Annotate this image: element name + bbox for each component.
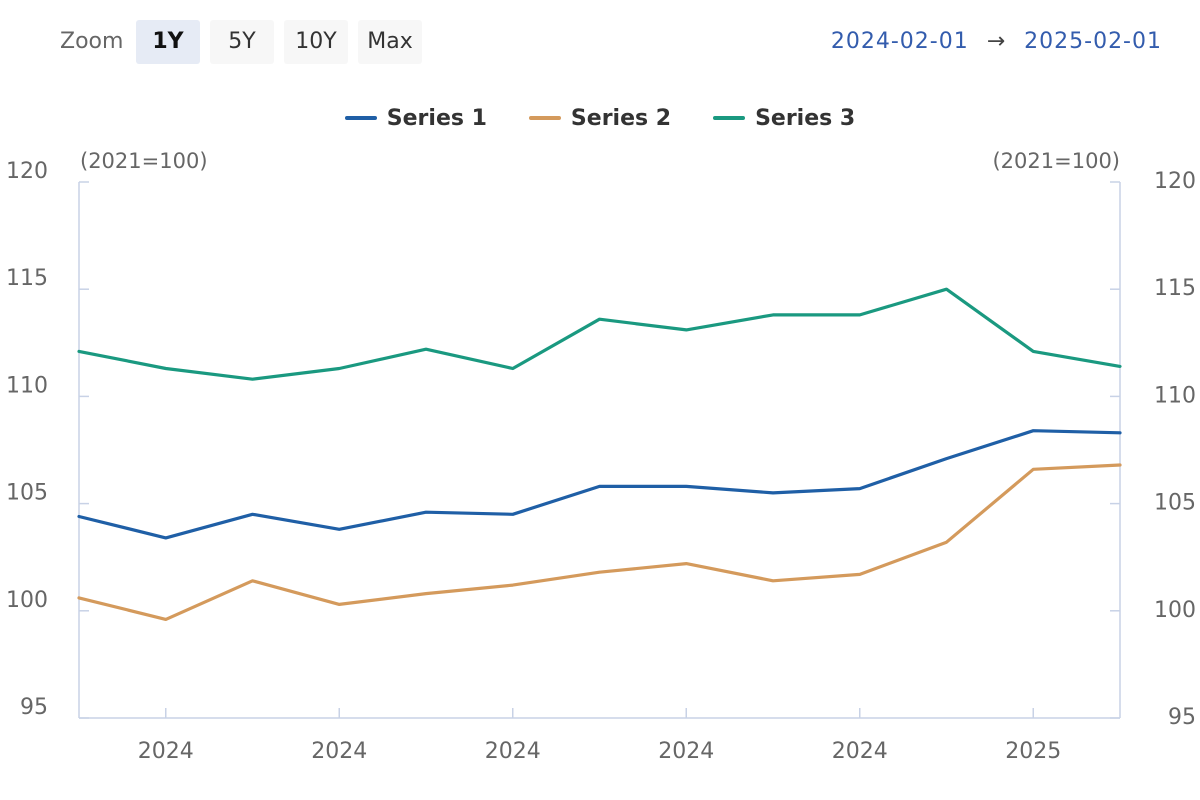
legend-label: Series 2 — [570, 105, 672, 131]
toolbar: Zoom 1Y 5Y 10Y Max 2024-02-01 → 2025-02-01 — [0, 20, 1200, 64]
y-tick-label-right: 100 — [1154, 598, 1196, 623]
y-tick-label-left: 95 — [20, 695, 48, 720]
series-3-line — [77, 287, 1122, 381]
legend-swatch — [528, 116, 561, 120]
zoom-10y-button[interactable]: 10Y — [284, 20, 348, 64]
x-tick-label: 2024 — [658, 739, 714, 764]
legend-item-series-3[interactable]: Series 3 — [713, 100, 855, 136]
y-tick-label-left: 105 — [6, 481, 48, 506]
y-tick-label-right: 95 — [1168, 705, 1196, 730]
y-tick-label-left: 120 — [6, 159, 48, 184]
legend-item-series-2[interactable]: Series 2 — [528, 100, 672, 136]
zoom-5y-button[interactable]: 5Y — [210, 20, 274, 64]
series-2-line — [77, 463, 1122, 622]
x-tick-label: 2024 — [311, 739, 367, 764]
y-unit-label-right: (2021=100) — [992, 149, 1120, 173]
range-arrow-icon: → — [986, 29, 1007, 54]
y-tick-label-right: 110 — [1154, 383, 1196, 408]
series-1-line — [77, 429, 1122, 540]
x-tick-label: 2024 — [485, 739, 541, 764]
y-tick-label-right: 105 — [1154, 491, 1196, 516]
y-tick-label-left: 115 — [6, 266, 48, 291]
x-tick-label: 2024 — [138, 739, 194, 764]
y-tick-label-right: 115 — [1154, 276, 1196, 301]
legend-swatch — [344, 116, 377, 120]
legend-label: Series 3 — [755, 105, 856, 131]
zoom-max-button[interactable]: Max — [358, 20, 422, 64]
zoom-label: Zoom — [60, 29, 124, 54]
x-tick-label: 2024 — [832, 739, 888, 764]
legend-label: Series 1 — [386, 105, 487, 131]
y-tick-label-right: 120 — [1154, 169, 1196, 194]
range-end-date[interactable]: 2025-02-01 — [1024, 29, 1162, 54]
zoom-1y-button[interactable]: 1Y — [136, 20, 200, 64]
range-start-date[interactable]: 2024-02-01 — [830, 29, 969, 54]
chart-legend: Series 1 Series 2 Series 3 — [0, 100, 1200, 136]
y-tick-label-left: 100 — [6, 588, 48, 613]
y-unit-label-left: (2021=100) — [80, 149, 208, 173]
legend-swatch — [713, 116, 746, 120]
x-tick-label: 2025 — [1005, 739, 1061, 764]
date-range: 2024-02-01 → 2025-02-01 — [831, 20, 1162, 64]
y-tick-label-left: 110 — [6, 373, 48, 398]
legend-item-series-1[interactable]: Series 1 — [344, 100, 487, 136]
